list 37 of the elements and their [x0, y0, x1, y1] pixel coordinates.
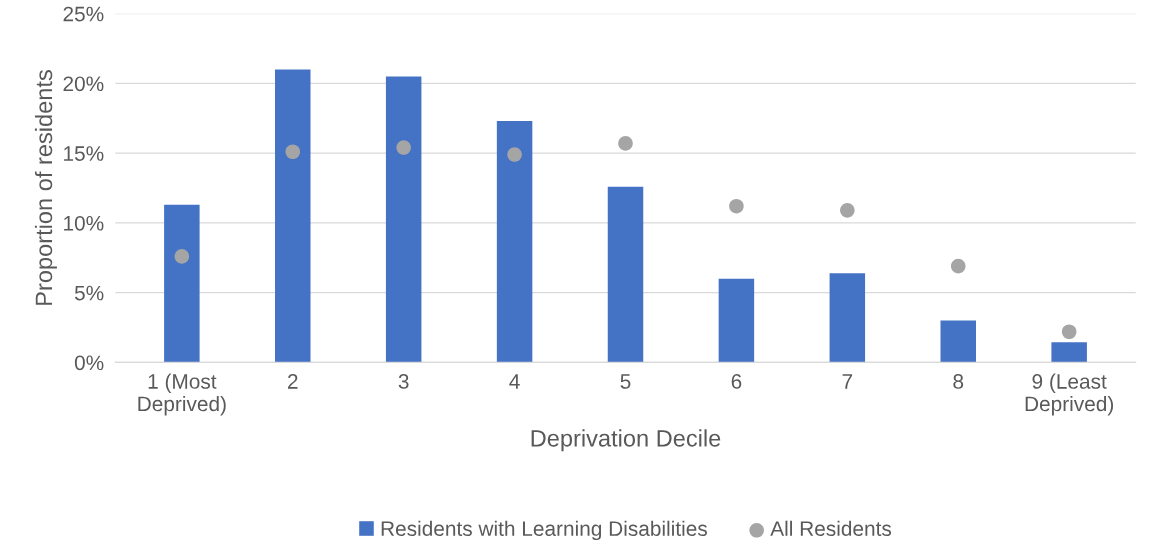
x-tick-label: 4	[509, 374, 520, 389]
x-tick-label: 2	[288, 374, 298, 389]
bar	[496, 121, 533, 363]
bar	[829, 273, 866, 363]
bar	[718, 278, 755, 363]
legend-label: Residents with Learning Disabilities	[381, 520, 707, 541]
legend-label: All Residents	[770, 520, 892, 536]
x-tick-label: 5	[620, 374, 631, 389]
x-tick-label: 7	[842, 374, 853, 389]
point	[507, 147, 522, 162]
y-tick-label: 15%	[64, 146, 104, 161]
point	[285, 144, 301, 160]
y-tick-label: 25%	[63, 6, 104, 22]
bar	[385, 76, 422, 363]
point	[1061, 324, 1077, 340]
point	[950, 258, 966, 274]
bar	[275, 69, 311, 363]
point	[729, 198, 744, 214]
x-tick-label: 6	[731, 374, 742, 389]
point	[174, 249, 190, 264]
y-axis-title: Proportion of residents	[34, 70, 57, 305]
x-tick-label: 1 (Most Deprived)	[138, 373, 226, 416]
point	[618, 136, 633, 151]
x-tick-label: 3	[398, 374, 409, 389]
point	[396, 140, 411, 155]
bar	[164, 204, 200, 363]
x-tick-label: 9 (Least Deprived)	[1025, 373, 1114, 416]
y-tick-label: 10%	[64, 215, 104, 231]
bar	[1051, 342, 1087, 363]
x-tick-label: 8	[953, 374, 964, 389]
x-axis-title: Deprivation Decile	[531, 429, 721, 452]
bar	[940, 320, 976, 363]
y-tick-label: 20%	[63, 76, 104, 92]
point	[840, 203, 855, 218]
y-tick-label: 5%	[74, 285, 104, 301]
bar	[607, 186, 644, 363]
y-tick-label: 0%	[74, 355, 104, 371]
